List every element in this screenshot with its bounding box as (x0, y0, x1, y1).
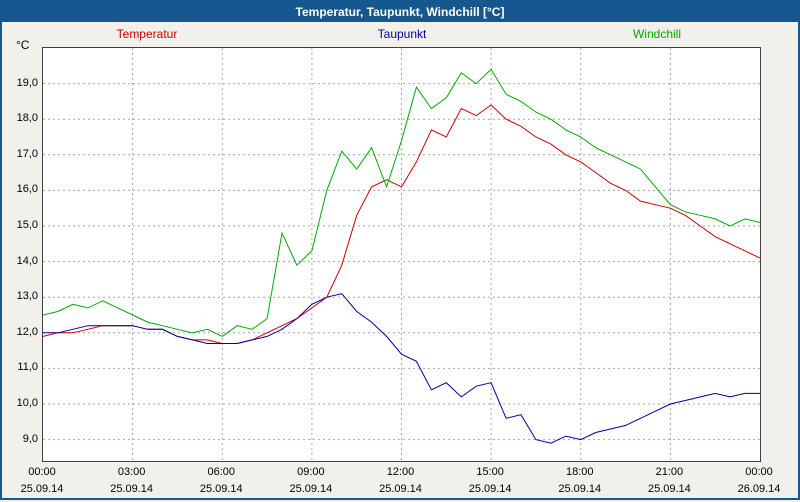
legend-taupunkt: Taupunkt (377, 27, 427, 41)
x-tick-time-label: 03:00 (117, 466, 146, 478)
y-tick-label: 16,0 (16, 183, 38, 196)
x-tick-date-label: 25.09.14 (558, 483, 602, 495)
x-tick-date-label: 26.09.14 (737, 483, 781, 495)
window-titlebar: Temperatur, Taupunkt, Windchill [°C] (2, 2, 798, 22)
y-tick-label: 19,0 (16, 76, 38, 89)
legend-temperatur: Temperatur (116, 27, 178, 41)
plot-area (42, 47, 761, 462)
x-tick-time-label: 12:00 (386, 466, 415, 478)
y-tick-label: 13,0 (16, 290, 38, 303)
y-tick-label: 18,0 (16, 112, 38, 125)
window-title: Temperatur, Taupunkt, Windchill [°C] (295, 5, 505, 19)
x-tick-time-label: 15:00 (476, 466, 504, 478)
y-tick-label: 15,0 (16, 219, 38, 232)
x-tick-time-label: 21:00 (655, 466, 684, 478)
x-tick-date-label: 25.09.14 (647, 483, 691, 495)
x-tick-date-label: 25.09.14 (379, 483, 422, 495)
x-tick-date-label: 25.09.14 (20, 483, 64, 495)
x-tick-time-label: 09:00 (297, 466, 325, 478)
y-tick-label: 11,0 (17, 361, 38, 374)
y-tick-label: 12,0 (16, 325, 38, 338)
y-tick-label: 10,0 (16, 397, 38, 410)
x-tick-date-label: 25.09.14 (289, 483, 333, 495)
x-tick-date-label: 25.09.14 (468, 483, 512, 495)
line-chart (43, 48, 760, 461)
y-tick-label: 17,0 (16, 147, 38, 160)
y-tick-label: 9,0 (22, 432, 38, 445)
x-tick-time-label: 00:00 (745, 466, 773, 478)
x-tick-date-label: 25.09.14 (110, 483, 154, 495)
x-tick-date-label: 25.09.14 (199, 483, 243, 495)
legend-windchill: Windchill (632, 27, 681, 41)
y-tick-label: 14,0 (16, 254, 38, 267)
x-tick-time-label: 18:00 (565, 466, 594, 478)
x-tick-time-label: 06:00 (207, 466, 236, 478)
y-axis-unit-label: °C (16, 38, 30, 52)
x-tick-time-label: 00:00 (28, 466, 56, 478)
y-axis-tick-labels: 9,0 10,0 11,0 12,0 13,0 14,0 15,0 16,0 17,0 18,0 1… (2, 2, 40, 502)
